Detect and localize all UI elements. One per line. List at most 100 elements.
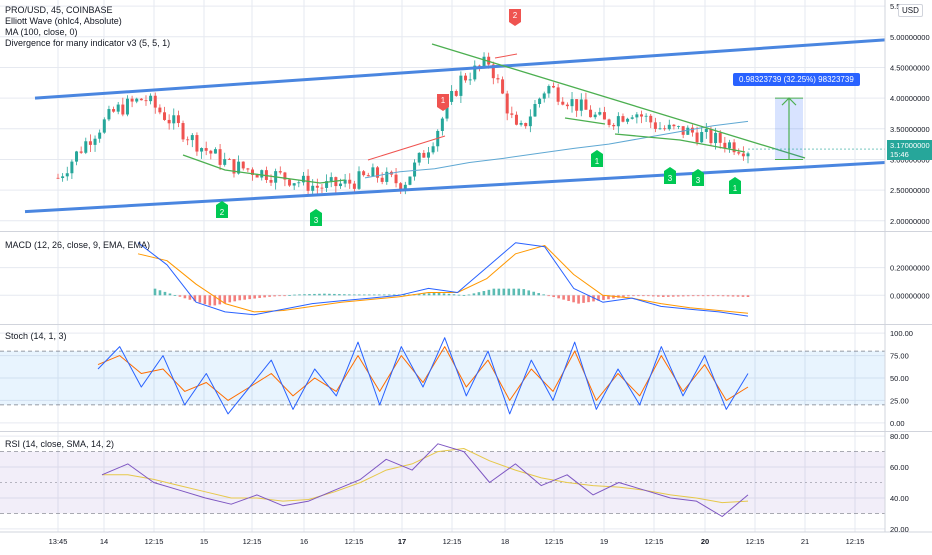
candle-body bbox=[75, 151, 79, 162]
macd-histogram-bar bbox=[721, 295, 725, 297]
macd-histogram-bar bbox=[592, 295, 595, 302]
macd-histogram-bar bbox=[353, 294, 356, 296]
time-tick-label: 21 bbox=[801, 537, 809, 546]
macd-histogram-bar bbox=[273, 295, 276, 297]
macd-histogram-bar bbox=[298, 294, 301, 296]
candle-body bbox=[204, 148, 208, 151]
rsi-ma-line bbox=[102, 448, 749, 504]
legend-ma[interactable]: MA (100, close, 0) bbox=[5, 27, 78, 37]
candle-body bbox=[741, 153, 745, 157]
candle-body bbox=[223, 159, 227, 165]
candle-body bbox=[297, 182, 301, 184]
candle-body bbox=[130, 98, 134, 102]
time-tick-label: 12:15 bbox=[545, 537, 564, 546]
candle-body bbox=[584, 99, 588, 110]
candle-body bbox=[565, 104, 569, 107]
candle-body bbox=[121, 104, 125, 115]
macd-histogram-bar bbox=[303, 294, 306, 296]
candle-body bbox=[181, 123, 185, 140]
candle-body bbox=[454, 91, 458, 96]
candle-body bbox=[232, 159, 236, 174]
stoch-d-line bbox=[97, 346, 749, 401]
macd-histogram-bar bbox=[597, 295, 600, 301]
candle-body bbox=[635, 114, 639, 118]
macd-histogram-bar bbox=[442, 293, 446, 296]
macd-histogram-bar bbox=[268, 295, 271, 297]
candle-body bbox=[153, 95, 157, 108]
time-tick-label: 19 bbox=[600, 537, 608, 546]
macd-legend[interactable]: MACD (12, 26, close, 9, EMA, EMA) bbox=[5, 240, 151, 250]
macd-histogram-bar bbox=[372, 294, 376, 296]
time-tick-label: 16 bbox=[300, 537, 308, 546]
legend-symbol[interactable]: PRO/USD, 45, COINBASE bbox=[5, 5, 113, 15]
candle-body bbox=[422, 152, 426, 158]
time-tick-label: 12:15 bbox=[443, 537, 462, 546]
wave-label-marker bbox=[591, 150, 603, 167]
macd-histogram-bar bbox=[502, 288, 506, 296]
candle-body bbox=[533, 103, 537, 117]
measure-label[interactable]: 0.98323739 (32.25%) 98323739 bbox=[733, 73, 860, 86]
candle-body bbox=[301, 175, 305, 183]
candle-body bbox=[107, 109, 111, 120]
macd-histogram-bar bbox=[338, 294, 341, 296]
currency-label[interactable]: USD bbox=[898, 4, 923, 17]
macd-histogram-bar bbox=[362, 294, 366, 296]
candle-body bbox=[727, 142, 731, 149]
stoch-band bbox=[0, 351, 885, 405]
macd-line bbox=[137, 242, 749, 317]
candle-body bbox=[524, 122, 528, 127]
wedge-upper-line bbox=[431, 43, 806, 159]
candle-body bbox=[116, 104, 120, 112]
candle-body bbox=[399, 183, 403, 191]
time-tick-label: 20 bbox=[701, 537, 709, 546]
macd-histogram-bar bbox=[248, 295, 251, 300]
macd-histogram-bar bbox=[168, 293, 172, 296]
macd-histogram-bar bbox=[447, 293, 451, 296]
wave-label-marker bbox=[509, 9, 521, 26]
candle-body bbox=[61, 176, 65, 179]
elliott-wave-line bbox=[614, 133, 746, 153]
candle-body bbox=[311, 185, 315, 191]
candle-body bbox=[255, 174, 259, 178]
candle-body bbox=[519, 122, 523, 125]
macd-histogram-bar bbox=[736, 295, 740, 297]
candle-body bbox=[496, 78, 500, 80]
candle-body bbox=[477, 65, 481, 67]
macd-histogram-bar bbox=[557, 295, 560, 299]
macd-histogram-bar bbox=[328, 293, 331, 296]
candle-body bbox=[56, 177, 60, 179]
candle-body bbox=[690, 127, 694, 133]
candle-body bbox=[200, 148, 204, 152]
time-tick-label: 12:15 bbox=[645, 537, 664, 546]
macd-histogram-bar bbox=[462, 295, 466, 296]
candle-body bbox=[459, 75, 463, 96]
candle-body bbox=[283, 172, 287, 180]
candle-body bbox=[394, 174, 398, 184]
legend-divergence[interactable]: Divergence for many indicator v3 (5, 5, … bbox=[5, 38, 171, 48]
candle-body bbox=[542, 93, 546, 99]
candle-body bbox=[218, 149, 222, 165]
rsi-band bbox=[0, 451, 885, 514]
macd-histogram-bar bbox=[652, 295, 655, 297]
macd-histogram-bar bbox=[308, 294, 311, 296]
candle-body bbox=[570, 99, 574, 107]
price-tick-label: 0.00 bbox=[890, 419, 905, 428]
elliott-wave-line bbox=[182, 154, 346, 184]
divergence-line bbox=[367, 135, 446, 161]
rsi-legend[interactable]: RSI (14, close, SMA, 14, 2) bbox=[5, 439, 115, 449]
macd-histogram-bar bbox=[457, 294, 461, 296]
macd-histogram-bar bbox=[198, 295, 202, 303]
macd-histogram-bar bbox=[711, 295, 715, 297]
stoch-legend[interactable]: Stoch (14, 1, 3) bbox=[5, 331, 67, 341]
candle-body bbox=[352, 183, 356, 189]
legend-elliott-wave[interactable]: Elliott Wave (ohlc4, Absolute) bbox=[5, 16, 122, 26]
macd-histogram-bar bbox=[547, 295, 550, 297]
candle-body bbox=[468, 79, 472, 81]
candle-body bbox=[579, 99, 583, 111]
candle-body bbox=[426, 152, 430, 158]
candle-body bbox=[98, 132, 102, 139]
macd-histogram-bar bbox=[612, 295, 615, 299]
candle-body bbox=[575, 99, 579, 111]
